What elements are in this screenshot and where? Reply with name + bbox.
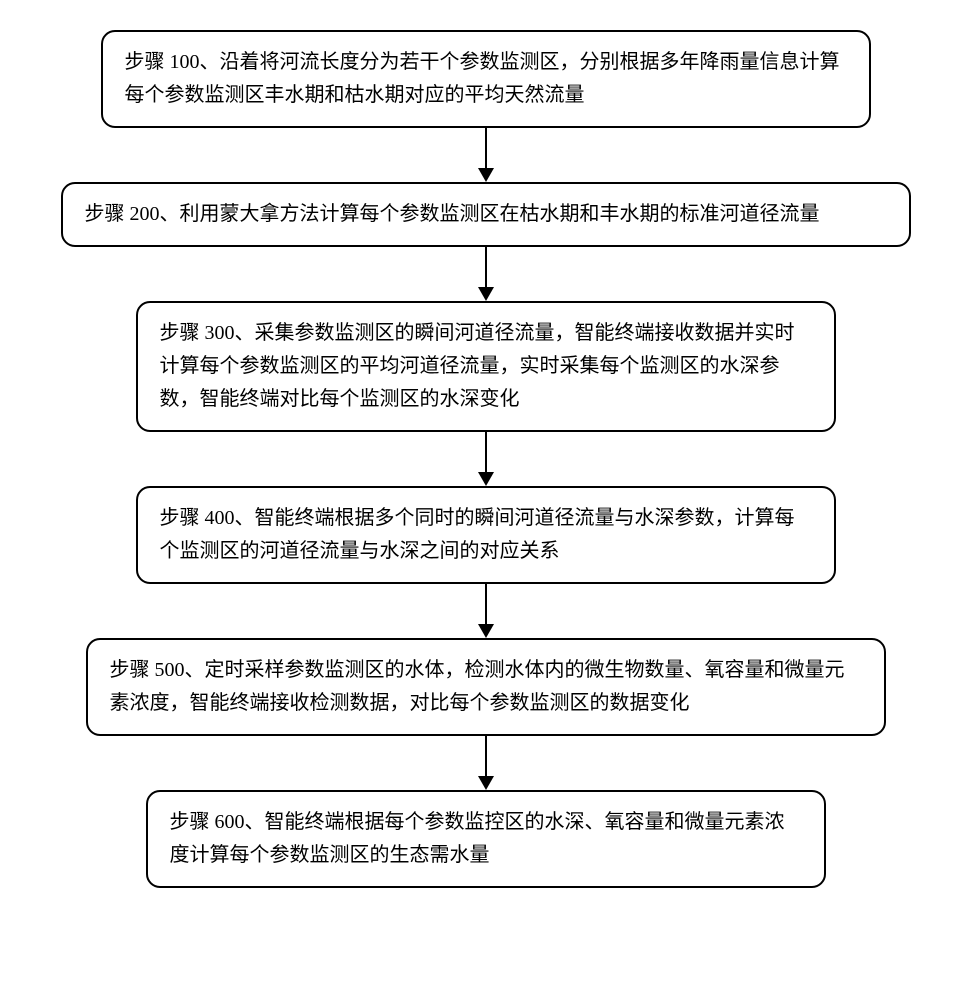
arrow-head-icon [478,472,494,486]
flow-arrow [478,584,494,638]
arrow-head-icon [478,624,494,638]
flow-arrow [478,736,494,790]
arrow-head-icon [478,776,494,790]
arrow-line [485,128,487,168]
arrow-head-icon [478,168,494,182]
flow-node-step100: 步骤 100、沿着将河流长度分为若干个参数监测区，分别根据多年降雨量信息计算每个… [101,30,871,128]
arrow-head-icon [478,287,494,301]
flow-arrow [478,128,494,182]
arrow-line [485,584,487,624]
flow-node-step200: 步骤 200、利用蒙大拿方法计算每个参数监测区在枯水期和丰水期的标准河道径流量 [61,182,911,247]
flow-arrow [478,247,494,301]
flow-node-text: 步骤 400、智能终端根据多个同时的瞬间河道径流量与水深参数，计算每个监测区的河… [160,507,795,562]
flow-node-text: 步骤 200、利用蒙大拿方法计算每个参数监测区在枯水期和丰水期的标准河道径流量 [85,203,820,225]
arrow-line [485,736,487,776]
flow-node-text: 步骤 500、定时采样参数监测区的水体，检测水体内的微生物数量、氧容量和微量元素… [110,659,845,714]
flow-node-step600: 步骤 600、智能终端根据每个参数监控区的水深、氧容量和微量元素浓度计算每个参数… [146,790,826,888]
flow-node-step300: 步骤 300、采集参数监测区的瞬间河道径流量，智能终端接收数据并实时计算每个参数… [136,301,836,432]
flow-arrow [478,432,494,486]
arrow-line [485,247,487,287]
arrow-line [485,432,487,472]
flowchart-container: 步骤 100、沿着将河流长度分为若干个参数监测区，分别根据多年降雨量信息计算每个… [0,30,971,888]
flow-node-text: 步骤 600、智能终端根据每个参数监控区的水深、氧容量和微量元素浓度计算每个参数… [170,811,785,866]
flow-node-text: 步骤 100、沿着将河流长度分为若干个参数监测区，分别根据多年降雨量信息计算每个… [125,51,840,106]
flow-node-step500: 步骤 500、定时采样参数监测区的水体，检测水体内的微生物数量、氧容量和微量元素… [86,638,886,736]
flow-node-step400: 步骤 400、智能终端根据多个同时的瞬间河道径流量与水深参数，计算每个监测区的河… [136,486,836,584]
flow-node-text: 步骤 300、采集参数监测区的瞬间河道径流量，智能终端接收数据并实时计算每个参数… [160,322,795,410]
